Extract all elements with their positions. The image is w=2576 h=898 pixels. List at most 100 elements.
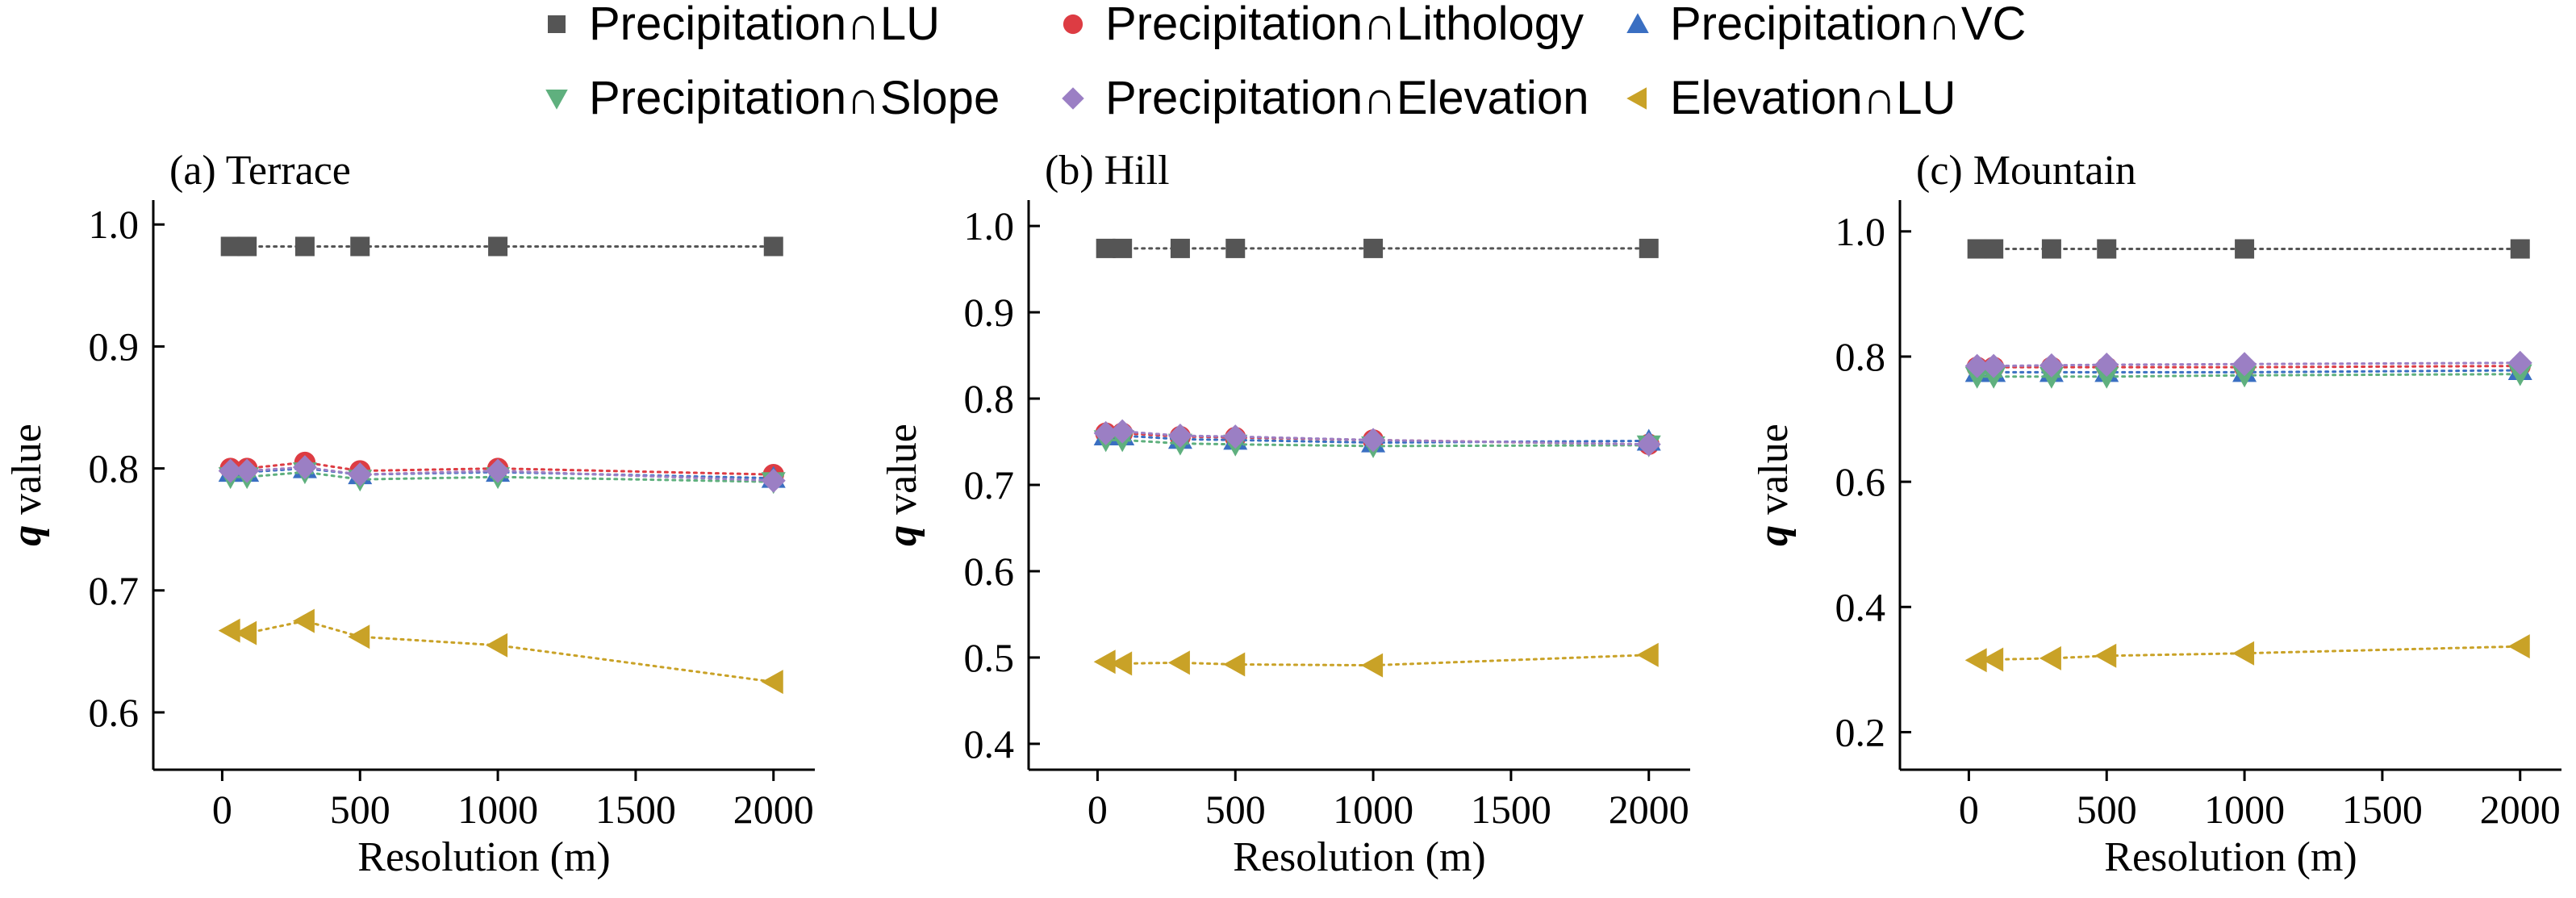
y-tick-label: 0.8 bbox=[89, 446, 140, 491]
data-point-prec_lu bbox=[1225, 238, 1246, 258]
data-point-prec_lu bbox=[2041, 239, 2061, 259]
y-tick-label: 0.8 bbox=[964, 376, 1015, 421]
y-axis-title: q value bbox=[879, 424, 925, 546]
legend-entry-elev_lu: Elevation∩LU bbox=[1626, 72, 1956, 124]
data-point-prec_elev bbox=[2507, 350, 2532, 375]
x-tick-label: 1000 bbox=[457, 787, 538, 832]
data-point-prec_elev bbox=[2094, 353, 2119, 378]
y-tick-label: 0.6 bbox=[964, 549, 1015, 594]
x-tick-label: 2000 bbox=[2480, 787, 2561, 832]
y-tick-label: 0.4 bbox=[964, 721, 1015, 766]
series-prec_elev bbox=[1093, 419, 1661, 457]
panel-title: (b) Hill bbox=[1045, 148, 1170, 194]
y-tick-label: 1.0 bbox=[1835, 209, 1886, 254]
data-point-prec_lu bbox=[488, 236, 508, 257]
x-tick-label: 500 bbox=[1205, 787, 1266, 832]
x-tick-label: 500 bbox=[2077, 787, 2137, 832]
data-point-elev_lu bbox=[292, 608, 315, 633]
y-tick-label: 1.0 bbox=[964, 203, 1015, 249]
legend-label-prec_lu: Precipitation∩LU bbox=[589, 0, 940, 50]
legend-entry-prec_slope: Precipitation∩Slope bbox=[545, 72, 1000, 124]
x-axis-title: Resolution (m) bbox=[357, 834, 610, 880]
legend-marker-prec_elev bbox=[1062, 87, 1084, 110]
y-tick-label: 0.6 bbox=[89, 690, 140, 735]
legend-label-prec_elev: Precipitation∩Elevation bbox=[1105, 72, 1589, 124]
data-point-prec_slope bbox=[2094, 366, 2119, 389]
data-point-elev_lu bbox=[2039, 645, 2061, 670]
x-tick-label: 0 bbox=[1088, 787, 1108, 832]
data-point-prec_lu bbox=[2097, 239, 2117, 259]
legend-marker-prec_lith bbox=[1063, 14, 1083, 35]
y-tick-label: 0.4 bbox=[1835, 584, 1886, 629]
data-point-prec_elev bbox=[2039, 353, 2064, 378]
data-point-prec_elev bbox=[218, 458, 243, 483]
data-point-prec_lu bbox=[1967, 239, 1987, 259]
panel-title: (a) Terrace bbox=[169, 148, 351, 194]
data-point-elev_lu bbox=[486, 633, 508, 658]
x-tick-label: 0 bbox=[212, 787, 232, 832]
x-axis-title: Resolution (m) bbox=[2104, 834, 2357, 880]
data-point-prec_lu bbox=[763, 236, 783, 257]
data-point-prec_lu bbox=[1170, 238, 1190, 258]
data-point-elev_lu bbox=[1223, 652, 1246, 677]
series-elev_lu bbox=[1093, 642, 1659, 678]
series-prec_elev bbox=[218, 455, 786, 493]
x-tick-label: 1000 bbox=[1333, 787, 1413, 832]
data-point-prec_elev bbox=[761, 468, 786, 493]
data-point-prec_lu bbox=[2235, 239, 2255, 259]
data-point-prec_elev bbox=[1167, 424, 1192, 449]
data-point-prec_lu bbox=[1113, 238, 1133, 258]
panel-3: 0 500 1000 1500 2000 0.2 0.4 0.6 0.8 1.0 (c) Mount… bbox=[1751, 148, 2561, 880]
legend-label-elev_lu: Elevation∩LU bbox=[1670, 72, 1956, 124]
data-point-elev_lu bbox=[2232, 641, 2255, 666]
series-elev_lu bbox=[1964, 634, 2530, 673]
data-point-elev_lu bbox=[761, 670, 783, 695]
data-point-elev_lu bbox=[1361, 653, 1384, 678]
data-point-prec_elev bbox=[1981, 353, 2006, 378]
y-tick-label: 0.6 bbox=[1835, 459, 1886, 504]
data-point-elev_lu bbox=[235, 620, 257, 645]
data-point-prec_lu bbox=[1363, 238, 1384, 258]
data-point-elev_lu bbox=[2507, 634, 2530, 659]
y-tick-label: 0.9 bbox=[964, 290, 1015, 335]
y-tick-label: 0.5 bbox=[964, 635, 1015, 680]
data-point-elev_lu bbox=[1981, 647, 2004, 672]
data-point-elev_lu bbox=[348, 624, 370, 649]
legend-entry-prec_lith: Precipitation∩Lithology bbox=[1063, 0, 1584, 50]
legend-entry-prec_vc: Precipitation∩VC bbox=[1626, 0, 2026, 50]
x-tick-label: 1500 bbox=[595, 787, 676, 832]
y-tick-label: 0.9 bbox=[89, 324, 140, 369]
data-point-elev_lu bbox=[1093, 649, 1116, 675]
data-point-prec_elev bbox=[235, 458, 260, 483]
data-point-prec_elev bbox=[1964, 353, 1989, 378]
legend-label-prec_slope: Precipitation∩Slope bbox=[589, 72, 1000, 124]
legend-label-prec_lith: Precipitation∩Lithology bbox=[1105, 0, 1584, 50]
x-tick-label: 1500 bbox=[2342, 787, 2423, 832]
legend-entry-prec_lu: Precipitation∩LU bbox=[548, 0, 940, 50]
legend-marker-prec_vc bbox=[1626, 13, 1649, 33]
data-point-elev_lu bbox=[1636, 642, 1659, 667]
series-prec_lu bbox=[220, 236, 783, 257]
x-tick-label: 2000 bbox=[733, 787, 814, 832]
data-point-prec_elev bbox=[1636, 432, 1661, 457]
data-point-prec_slope bbox=[2232, 365, 2257, 388]
data-point-prec_lu bbox=[2510, 239, 2530, 259]
panel-title: (c) Mountain bbox=[1916, 148, 2136, 194]
panel-2: 0 500 1000 1500 2000 0.4 0.5 0.6 0.7 0.8 0.9 1.0 (b)… bbox=[879, 148, 1690, 880]
series-prec_lu bbox=[1967, 239, 2530, 259]
x-tick-label: 1500 bbox=[1471, 787, 1551, 832]
data-point-prec_lu bbox=[1639, 238, 1659, 258]
data-point-elev_lu bbox=[2094, 643, 2117, 668]
y-axis-title: q value bbox=[1751, 424, 1797, 546]
data-point-prec_elev bbox=[2232, 352, 2257, 377]
legend-marker-elev_lu bbox=[1626, 87, 1647, 110]
data-point-prec_elev bbox=[1110, 419, 1135, 444]
data-point-prec_lu bbox=[237, 236, 257, 257]
legend-label-prec_vc: Precipitation∩VC bbox=[1670, 0, 2026, 50]
data-point-prec_elev bbox=[292, 455, 317, 480]
data-point-prec_elev bbox=[1361, 428, 1386, 453]
legend-entry-prec_elev: Precipitation∩Elevation bbox=[1062, 72, 1589, 124]
data-point-elev_lu bbox=[1964, 648, 1987, 673]
panel-1: 0 500 1000 1500 2000 0.6 0.7 0.8 0.9 1.0 (a) Terra… bbox=[4, 148, 815, 880]
